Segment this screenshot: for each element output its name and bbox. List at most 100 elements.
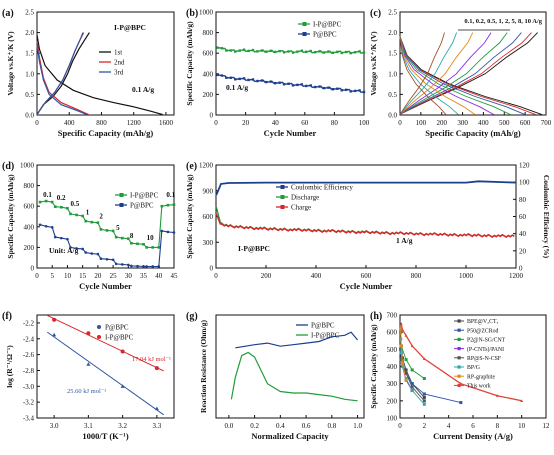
data-point-P50@ZCRod [459, 401, 463, 405]
data-point-P@BPC [60, 236, 63, 240]
y-tick-label-c: 0.5 [388, 91, 397, 99]
y-tick-label-h: 400 [387, 363, 398, 371]
data-point-I-P@BPC [69, 212, 72, 216]
y-tick-label-c: 2.5 [388, 9, 397, 17]
y-tick-label-a: 1.0 [25, 70, 34, 78]
plot-frame-c [399, 11, 547, 116]
x-tick-label-f: 3.3 [153, 422, 162, 430]
x-axis-label-a: Specific Capacity (mAh/g) [58, 128, 154, 138]
legend-Coulombic Efficiency-label: Coulombic Efficiency [291, 184, 353, 192]
fit-line-P@BPC [47, 331, 164, 416]
x-tick-label-c: 600 [520, 119, 531, 127]
series-line-Charge [215, 213, 515, 239]
x-tick-label-b: 20 [242, 119, 250, 127]
series-line-I-P@BPC [217, 46, 365, 54]
x-axis-label-h: Current Density (A/g) [433, 431, 513, 441]
y-tick-label-f: -2.4 [23, 335, 35, 343]
legend-Discharge-label: Discharge [291, 194, 319, 202]
activation-energy-red: 17.04 kJ mol⁻¹ [132, 356, 171, 363]
data-point-BP/G [410, 389, 414, 393]
rate-label-10: 10 [147, 234, 155, 242]
panel-letter-g: (g) [186, 311, 198, 322]
plot-frame-f [36, 314, 175, 419]
legend-BP/G-marker [457, 365, 461, 369]
x-tick-label-d: 35 [140, 272, 148, 280]
data-point-I-P@BPC [313, 50, 317, 54]
data-point-I-P@BPC [96, 221, 100, 224]
data-point-RP-graphite [399, 327, 403, 331]
legend-I-P@BPC-marker [302, 22, 307, 26]
y-tick-label-e: 300 [203, 239, 214, 247]
data-point-I-P@BPC [145, 246, 148, 249]
charge-curve-0.5 [399, 32, 522, 115]
data-point-P@BPC [322, 86, 326, 90]
data-point-I-P@BPC [265, 50, 268, 53]
data-point-I-P@BPC [130, 241, 133, 245]
x-tick-label-h: 12 [543, 422, 551, 430]
x-tick-label-c: 400 [478, 119, 489, 127]
legend-I-P@BPC-label: I-P@BPC [311, 332, 340, 340]
x-tick-label-a: 0 [35, 119, 39, 127]
plot-frame-d [36, 164, 175, 269]
data-point-P@BPC [242, 77, 246, 80]
legend-BP/G-label: BP/G [467, 365, 480, 371]
data-point-P@BPC [157, 265, 161, 268]
x-tick-label-g: 0.4 [276, 422, 285, 430]
data-point-P@BPC [327, 86, 330, 89]
y-tick-label-f: -3.2 [23, 399, 35, 407]
data-point-P@BPC [309, 84, 312, 87]
data-point-P@BPC [336, 87, 339, 90]
panel-letter-d: (d) [2, 161, 14, 172]
data-point-P@BPC [86, 362, 91, 366]
panel-c: 0 100 200 300 400 500 600 700 0.0 0.5 1.0 1.5 2.0 2.5… [369, 8, 552, 138]
data-point-I-P@BPC [225, 49, 228, 52]
unit-label: Unit: A/g [49, 246, 79, 255]
legend-P@BPC-label: P@BPC [130, 202, 154, 210]
legend-I-P@BPC-label: I-P@BPC [313, 21, 342, 29]
x-axis-label-f: 1000/T (K⁻¹) [82, 431, 128, 441]
data-point-P@BPC [127, 263, 130, 267]
discharge-curve-1st [36, 34, 163, 116]
y-axis-label-h: Specific Capacity (mAh/g) [369, 324, 378, 409]
data-point-I-P@BPC [358, 50, 361, 53]
data-point-I-P@BPC [120, 236, 124, 240]
data-point-P@BPC [84, 251, 88, 254]
y-axis-label-f: log (R⁻¹/Ω⁻¹) [5, 345, 14, 388]
data-point-P@BPC [349, 90, 352, 93]
data-point-P@BPC [166, 230, 170, 234]
data-point-This work [400, 328, 404, 331]
data-point-I-P@BPC [278, 49, 281, 53]
x-tick-label-f: 3.0 [50, 422, 59, 430]
data-point-P@BPC [136, 264, 139, 268]
panel-a: 0 400 800 1200 1600 0.0 0.5 1.0 1.5 2.0 2.5 Specifi… [2, 8, 175, 138]
y-tick-label-e: 0 [210, 265, 214, 273]
data-point-I-P@BPC [336, 50, 339, 54]
legend-RP@S-N-CSF-label: RP@S-N-CSF [467, 356, 502, 362]
data-point-P@BPC [282, 83, 286, 86]
rate-label-5: 5 [116, 224, 120, 232]
data-point-I-P@BPC [127, 237, 130, 240]
data-point-P@BPC [278, 81, 281, 84]
data-point-I-P@BPC [136, 242, 139, 246]
x-tick-label-g: 1.0 [353, 422, 362, 430]
data-point-P@BPC [313, 85, 317, 89]
data-point-RP@S-N-CSF [404, 371, 408, 375]
activation-energy-blue: 25.60 kJ mol⁻¹ [67, 388, 106, 395]
data-point-P@BPC [269, 80, 272, 83]
data-point-P@BPC [291, 84, 295, 87]
x-tick-label-e: 200 [261, 272, 272, 280]
legend-RP-graphite-label: RP-graphite [467, 374, 495, 380]
data-point-P@BPC [66, 237, 69, 241]
x-tick-label-g: 0.0 [224, 422, 233, 430]
data-point-I-P@BPC [120, 349, 125, 354]
legend-P50@ZCRod-label: P50@ZCRod [467, 328, 499, 334]
data-point-I-P@BPC [345, 50, 348, 54]
x-tick-label-h: 0 [398, 422, 402, 430]
rate-label: 0.1 A/g [226, 83, 248, 92]
data-point-P@BPC [225, 76, 228, 79]
rate-label-2: 2 [99, 213, 103, 221]
discharge-curve-1 [399, 36, 511, 116]
y-tick-label-f: -3.0 [23, 383, 35, 391]
y-tick-label-b: 1000 [199, 9, 214, 17]
